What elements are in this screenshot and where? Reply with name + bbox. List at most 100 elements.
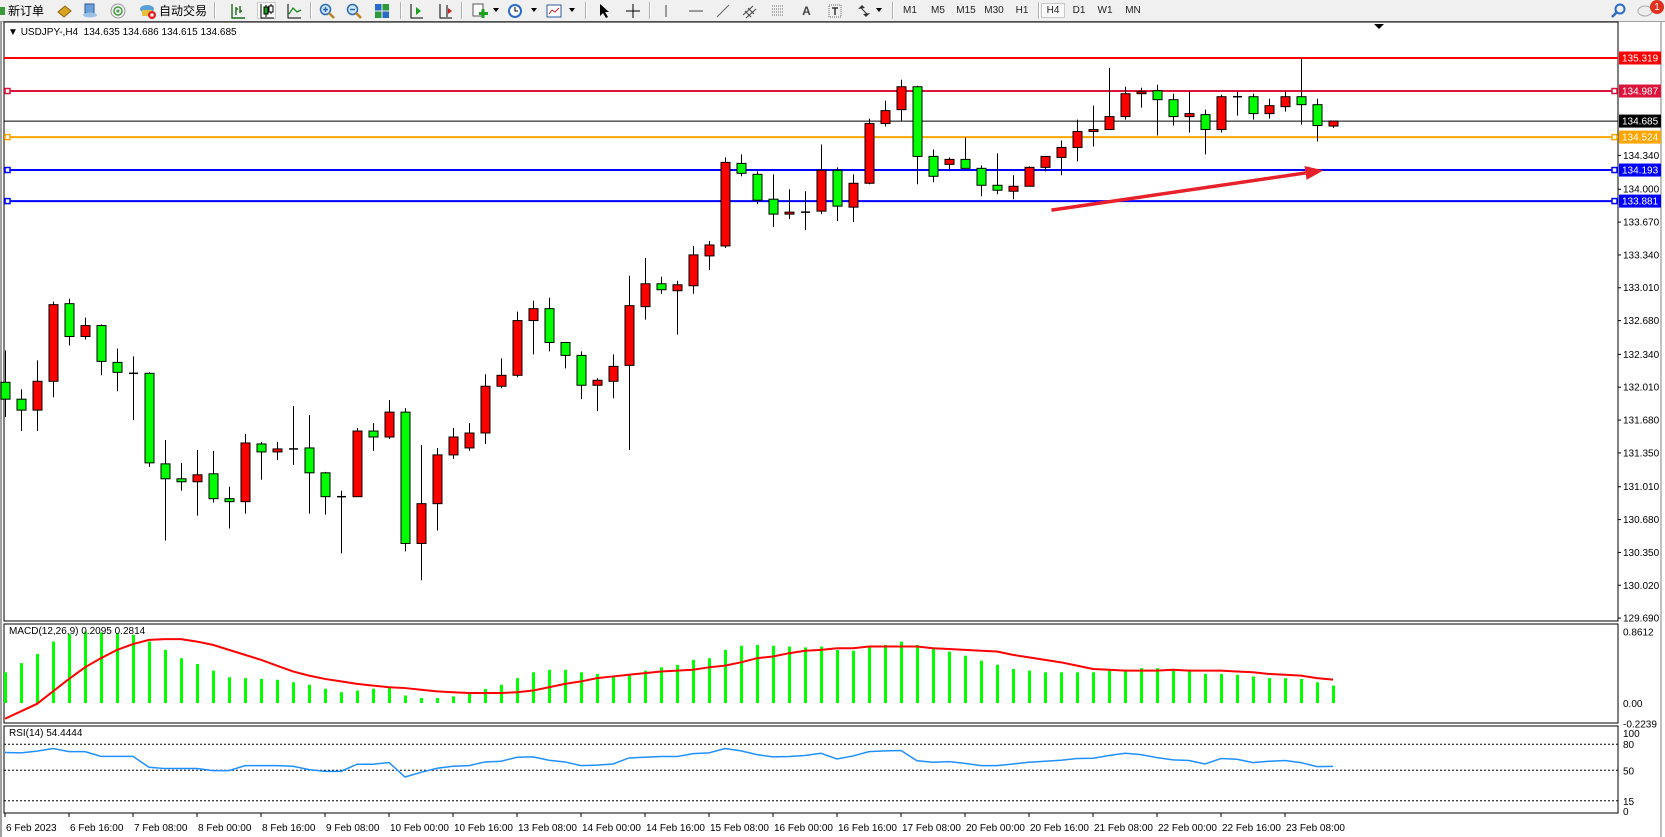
candle-body [1120, 93, 1131, 118]
candle [368, 423, 379, 451]
signal-icon[interactable] [110, 2, 126, 19]
candle-body [992, 184, 1003, 191]
price-axis-label: 129.690 [1623, 614, 1660, 625]
time-axis-label: 10 Feb 16:00 [454, 823, 513, 834]
text-icon[interactable]: A [802, 3, 811, 18]
macd-histogram-bar [884, 644, 887, 703]
auto-trading-button[interactable]: 自动交易 [158, 4, 207, 18]
equidistant-channel-icon[interactable] [741, 2, 758, 19]
trendline-icon[interactable] [715, 2, 731, 19]
chart-header: ▼ USDJPY-,H4 134.635 134.686 134.615 134… [8, 27, 237, 38]
timeframe-m30[interactable]: M30 [984, 5, 1004, 16]
macd-histogram-bar [868, 647, 871, 703]
auto-scroll-icon[interactable] [407, 2, 424, 19]
macd-histogram-bar [452, 696, 455, 703]
chart-menu-triangle-icon[interactable]: ▼ [8, 27, 21, 38]
periods-icon[interactable] [506, 2, 524, 19]
candle-body [1104, 116, 1115, 131]
candle-body [432, 454, 443, 505]
line-anchor-left[interactable] [4, 133, 11, 141]
indicators-icon[interactable] [471, 2, 489, 19]
horizontal-lines[interactable] [4, 57, 1618, 205]
notification-badge[interactable]: 1 [1650, 0, 1664, 14]
candle-body [1264, 105, 1275, 115]
periods-dropdown-icon[interactable] [531, 8, 537, 12]
line-anchor-left[interactable] [4, 197, 11, 205]
timeframe-mn[interactable]: MN [1125, 5, 1141, 16]
arrow-shaft[interactable] [1051, 171, 1306, 212]
history-center-icon[interactable] [55, 2, 72, 19]
timeframe-m5[interactable]: M5 [931, 5, 945, 16]
macd-histogram-bar [356, 690, 359, 703]
candle [0, 350, 11, 418]
timeframe-d1[interactable]: D1 [1072, 5, 1086, 16]
tile-windows-icon[interactable] [373, 2, 391, 19]
candle-body [240, 442, 251, 503]
level-price-box [1619, 163, 1661, 177]
arrow-annotation[interactable] [1051, 166, 1324, 212]
candle [240, 434, 251, 514]
level-price-label: 134.524 [1622, 133, 1659, 144]
candle-body [352, 430, 363, 498]
axes: 135.319 134.987 134.524 134.193 133.881 134.6… [4, 51, 1661, 834]
candle [880, 100, 891, 127]
macd-histogram-bar [580, 672, 583, 703]
candle [129, 356, 138, 421]
timeframe-w1[interactable]: W1 [1097, 5, 1113, 16]
macd-histogram-bar [804, 647, 807, 703]
macd-histogram-bar [484, 688, 487, 703]
options-icon[interactable] [82, 2, 98, 19]
chart-shift-icon[interactable] [436, 2, 454, 19]
templates-dropdown-icon[interactable] [569, 8, 575, 12]
line-anchor-left[interactable] [4, 166, 11, 174]
candle [176, 462, 187, 491]
symbol-ohlc-text: USDJPY-,H4 134.635 134.686 134.615 134.6… [20, 27, 237, 38]
zoom-out-icon[interactable] [345, 2, 362, 19]
macd-histogram-bar [1252, 676, 1255, 703]
candle-body [1040, 155, 1051, 168]
line-anchor-right[interactable] [1611, 197, 1618, 205]
line-anchor-right[interactable] [1611, 166, 1618, 174]
candle [672, 280, 683, 335]
candle-body [64, 303, 75, 338]
time-axis-label: 7 Feb 08:00 [134, 823, 188, 834]
search-icon[interactable] [1610, 2, 1626, 19]
candle-body [1248, 96, 1259, 115]
candle-body [208, 473, 219, 500]
vertical-line-icon[interactable] [660, 2, 672, 19]
templates-icon[interactable] [545, 2, 563, 19]
cursor-icon[interactable] [596, 2, 612, 19]
candle-body [1184, 113, 1195, 118]
candlestick-icon[interactable] [257, 2, 276, 19]
macd-histogram-bar [676, 664, 679, 703]
horizontal-line-icon[interactable] [688, 2, 704, 19]
auto-trading-icon[interactable] [139, 2, 156, 19]
macd-histogram-bar [420, 698, 423, 703]
indicators-dropdown-icon[interactable] [493, 8, 499, 12]
text-label-icon[interactable] [827, 2, 842, 19]
new-order-button[interactable]: 新订单 [7, 4, 44, 18]
chart-shift-marker-icon[interactable] [1374, 24, 1384, 29]
timeframe-m1[interactable]: M1 [903, 5, 917, 16]
new-order-icon[interactable] [0, 2, 6, 19]
timeframe-h1[interactable]: H1 [1015, 5, 1029, 16]
arrow-head-icon[interactable] [1304, 166, 1324, 180]
line-chart-icon[interactable] [286, 2, 302, 19]
bar-chart-icon[interactable] [229, 2, 247, 19]
candle-body [496, 374, 507, 387]
arrows-icon[interactable] [856, 2, 872, 19]
timeframe-m15[interactable]: M15 [956, 5, 976, 16]
macd-axis-label: 0.8612 [1623, 628, 1654, 639]
candle-body [1008, 185, 1019, 192]
arrows-dropdown-icon[interactable] [876, 8, 882, 12]
line-anchor-right[interactable] [1611, 133, 1618, 141]
line-anchor-left[interactable] [4, 87, 11, 95]
candle [704, 240, 715, 270]
time-axis-label: 20 Feb 00:00 [966, 823, 1025, 834]
timeframe-h4[interactable]: H4 [1041, 3, 1065, 18]
zoom-in-icon[interactable] [318, 2, 335, 19]
crosshair-icon[interactable] [625, 2, 641, 19]
macd-histogram-bar [1316, 682, 1319, 703]
line-anchor-right[interactable] [1611, 87, 1618, 95]
